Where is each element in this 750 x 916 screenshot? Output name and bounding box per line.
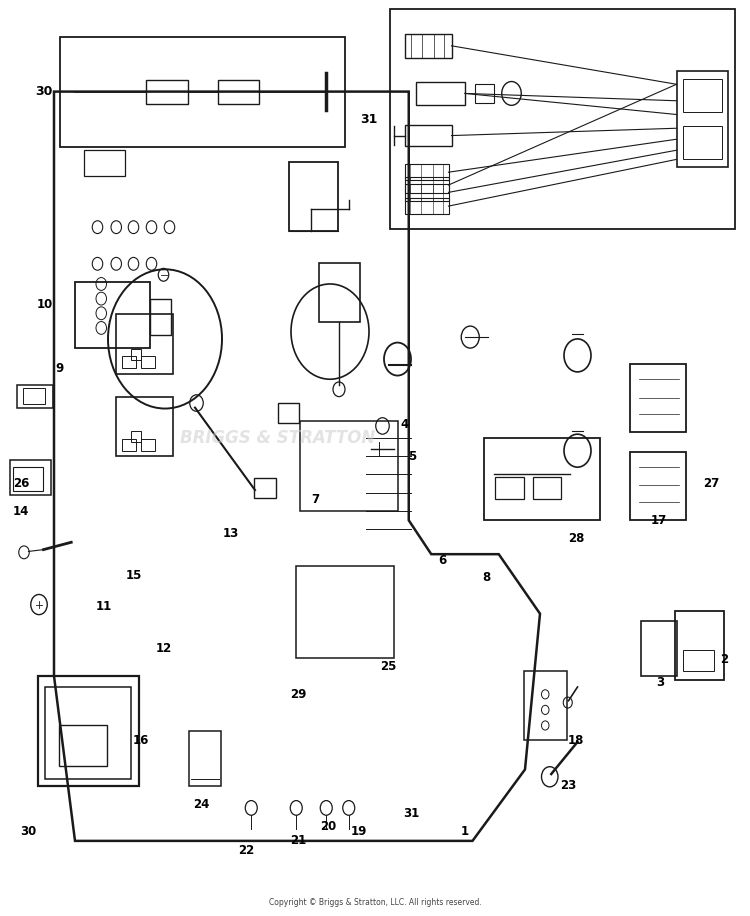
Bar bbox=[675, 611, 724, 680]
Bar bbox=[38, 676, 139, 786]
Bar bbox=[10, 460, 51, 495]
Bar bbox=[22, 388, 45, 404]
Bar bbox=[475, 84, 494, 103]
Text: 18: 18 bbox=[568, 734, 584, 747]
Bar bbox=[75, 282, 150, 348]
Bar bbox=[122, 439, 136, 451]
Text: 25: 25 bbox=[380, 660, 397, 673]
Text: 30: 30 bbox=[20, 825, 37, 838]
Text: 21: 21 bbox=[290, 834, 307, 847]
Bar bbox=[319, 263, 360, 322]
Bar bbox=[390, 9, 735, 229]
Text: 24: 24 bbox=[193, 798, 209, 811]
Text: 23: 23 bbox=[560, 780, 577, 792]
Text: 13: 13 bbox=[223, 527, 239, 540]
Text: 17: 17 bbox=[650, 514, 667, 527]
Bar bbox=[116, 314, 172, 374]
Bar bbox=[150, 299, 171, 335]
Bar bbox=[116, 397, 172, 456]
Bar bbox=[682, 126, 722, 159]
Text: BRIGGS & STRATTON: BRIGGS & STRATTON bbox=[180, 429, 375, 447]
Text: 6: 6 bbox=[438, 554, 447, 567]
Bar bbox=[45, 687, 131, 779]
Bar bbox=[532, 477, 561, 499]
Bar bbox=[131, 349, 141, 360]
Text: 29: 29 bbox=[290, 688, 307, 701]
Text: 9: 9 bbox=[56, 362, 64, 375]
Bar bbox=[416, 82, 465, 105]
Text: 4: 4 bbox=[400, 418, 410, 431]
Text: 10: 10 bbox=[37, 298, 53, 311]
Bar bbox=[189, 731, 220, 786]
Bar bbox=[405, 198, 448, 214]
Text: 28: 28 bbox=[568, 532, 584, 545]
Bar bbox=[405, 125, 451, 146]
Text: 16: 16 bbox=[133, 734, 149, 747]
Bar bbox=[405, 34, 451, 58]
Bar bbox=[217, 80, 259, 104]
Bar bbox=[524, 671, 567, 740]
Bar bbox=[146, 80, 188, 104]
Bar bbox=[300, 421, 398, 511]
Bar bbox=[484, 438, 600, 520]
Text: 3: 3 bbox=[656, 676, 664, 689]
Bar bbox=[141, 439, 154, 451]
Text: 1: 1 bbox=[461, 825, 469, 838]
Text: 15: 15 bbox=[125, 569, 142, 582]
Text: 22: 22 bbox=[238, 844, 254, 856]
Text: 31: 31 bbox=[403, 807, 419, 820]
Text: 8: 8 bbox=[482, 571, 490, 583]
Text: 19: 19 bbox=[350, 825, 367, 838]
Bar bbox=[254, 478, 276, 498]
Bar bbox=[141, 356, 154, 368]
Text: 12: 12 bbox=[155, 642, 172, 655]
Bar bbox=[84, 150, 125, 176]
Bar bbox=[296, 566, 394, 658]
Text: 26: 26 bbox=[13, 477, 29, 490]
Bar bbox=[641, 621, 677, 676]
Text: 11: 11 bbox=[95, 600, 112, 613]
Bar bbox=[13, 467, 44, 491]
Bar bbox=[630, 364, 686, 432]
Bar bbox=[682, 79, 722, 112]
Bar bbox=[682, 650, 714, 671]
Bar bbox=[58, 725, 107, 766]
Bar bbox=[122, 356, 136, 368]
Bar bbox=[60, 37, 345, 147]
Text: 27: 27 bbox=[703, 477, 719, 490]
Bar bbox=[630, 452, 686, 520]
Bar bbox=[405, 184, 448, 201]
Bar bbox=[278, 403, 298, 423]
Bar bbox=[405, 177, 448, 193]
Text: 5: 5 bbox=[409, 450, 417, 463]
Bar bbox=[16, 385, 53, 408]
Bar bbox=[495, 477, 524, 499]
Text: 20: 20 bbox=[320, 820, 337, 833]
Text: 30: 30 bbox=[34, 85, 53, 98]
Text: 7: 7 bbox=[311, 493, 319, 506]
Text: 2: 2 bbox=[720, 653, 728, 666]
Bar bbox=[131, 431, 141, 442]
Bar bbox=[405, 164, 448, 180]
Bar bbox=[289, 162, 338, 231]
Bar bbox=[676, 71, 728, 167]
Text: 31: 31 bbox=[360, 113, 378, 125]
Text: 14: 14 bbox=[13, 505, 29, 518]
Text: Copyright © Briggs & Stratton, LLC. All rights reserved.: Copyright © Briggs & Stratton, LLC. All … bbox=[268, 898, 482, 907]
